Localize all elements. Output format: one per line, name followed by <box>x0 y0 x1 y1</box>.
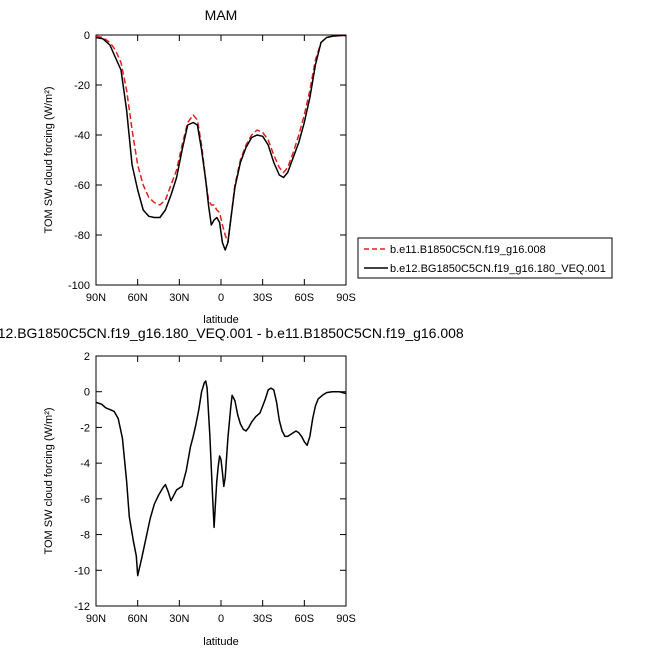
bottom-y-axis-title: TOM SW cloud forcing (W/m²) <box>43 407 55 554</box>
x-tick-label: 30N <box>169 613 189 625</box>
top-y-axis-title: TOM SW cloud forcing (W/m²) <box>43 86 55 233</box>
y-tick-label: -10 <box>74 565 90 577</box>
x-tick-label: 0 <box>218 613 224 625</box>
y-tick-label: -100 <box>68 280 90 292</box>
x-tick-label: 30N <box>169 292 189 304</box>
y-tick-label: -60 <box>74 180 90 192</box>
x-tick-label: 90N <box>86 613 106 625</box>
y-tick-label: -80 <box>74 230 90 242</box>
legend: b.e11.B1850C5CN.f19_g16.008 b.e12.BG1850… <box>357 237 613 279</box>
top-plot-frame <box>95 34 347 286</box>
x-tick-label: 30S <box>253 292 273 304</box>
bottom-x-axis-title: latitude <box>203 636 238 648</box>
y-tick-label: -12 <box>74 601 90 613</box>
x-tick-label: 30S <box>253 613 273 625</box>
bottom-plot-frame <box>95 355 347 607</box>
series-line-1 <box>95 35 346 244</box>
bottom-series-group <box>95 380 347 577</box>
x-tick-label: 60N <box>128 292 148 304</box>
y-tick-label: -20 <box>74 80 90 92</box>
legend-box <box>357 237 613 279</box>
x-tick-label: 60S <box>295 613 315 625</box>
x-tick-label: 60N <box>128 613 148 625</box>
y-tick-label: -8 <box>80 530 90 542</box>
series-line-1 <box>95 380 347 577</box>
legend-label-series-2: b.e12.BG1850C5CN.f19_g16.180_VEQ.001 <box>390 263 606 275</box>
y-tick-label: 2 <box>84 351 90 363</box>
top-panel: MAM 90N 60N 30N 0 30S 60S 90S 0 -20 -40 -60 -80 -100… <box>43 7 613 326</box>
y-tick-label: 0 <box>84 30 90 42</box>
y-tick-label: -2 <box>80 422 90 434</box>
series-line-2 <box>95 34 346 251</box>
x-tick-label: 90S <box>336 613 356 625</box>
top-panel-title: MAM <box>205 7 238 23</box>
legend-label-series-1: b.e11.B1850C5CN.f19_g16.008 <box>390 244 546 256</box>
y-tick-label: -40 <box>74 130 90 142</box>
top-series-group <box>95 34 346 251</box>
y-tick-label: 0 <box>84 387 90 399</box>
y-tick-label: -4 <box>80 458 90 470</box>
x-tick-label: 60S <box>295 292 315 304</box>
bottom-panel-title: b.e12.BG1850C5CN.f19_g16.180_VEQ.001 - b… <box>0 325 464 341</box>
top-x-axis-title: latitude <box>203 314 238 326</box>
bottom-ticks: 90N 60N 30N 0 30S 60S 90S 2 0 -2 -4 -6 -8 -10 -12 <box>74 351 356 625</box>
x-tick-label: 0 <box>218 292 224 304</box>
top-ticks: 90N 60N 30N 0 30S 60S 90S 0 -20 -40 -60 -80 -100 <box>68 30 356 304</box>
y-tick-label: -6 <box>80 494 90 506</box>
x-tick-label: 90N <box>86 292 106 304</box>
bottom-panel: b.e12.BG1850C5CN.f19_g16.180_VEQ.001 - b… <box>0 325 464 648</box>
x-tick-label: 90S <box>336 292 356 304</box>
